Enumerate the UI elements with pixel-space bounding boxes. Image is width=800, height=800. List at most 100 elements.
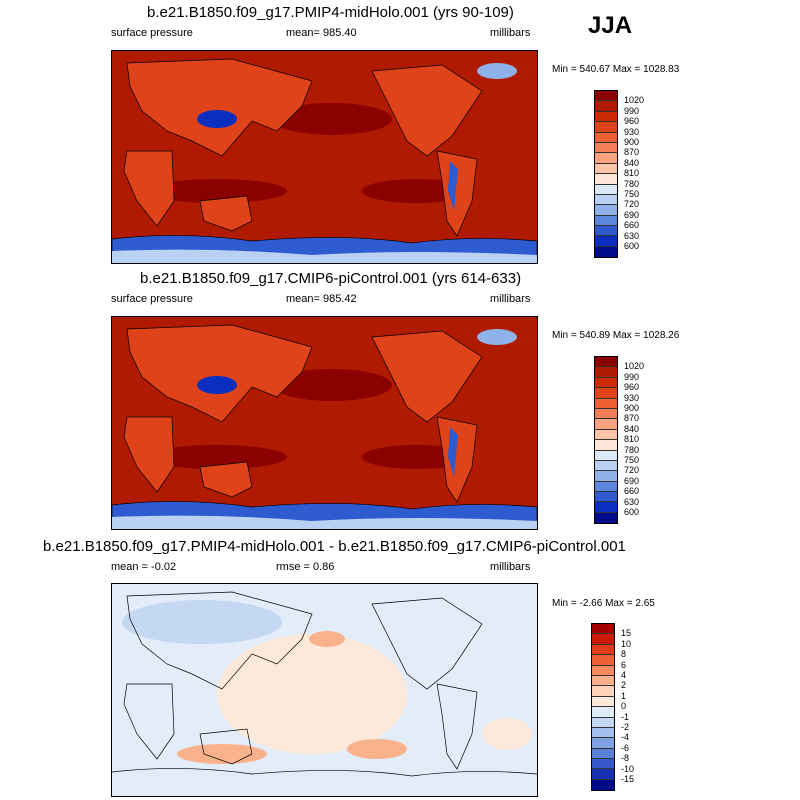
- colorbar-label: 4: [621, 670, 627, 680]
- colorbar-label: -2: [621, 722, 630, 732]
- colorbar-label: 630: [624, 230, 640, 241]
- colorbar-label: 870: [624, 147, 640, 158]
- colorbar-label: 720: [624, 199, 640, 210]
- colorbar-label: -1: [621, 711, 630, 722]
- greenland: [477, 329, 517, 345]
- panel-1-title: b.e21.B1850.f09_g17.PMIP4-midHolo.001 (y…: [147, 4, 514, 21]
- panel-1-colorbar: [594, 90, 618, 259]
- colorbar-box: [595, 153, 617, 164]
- positive-anomaly-core: [177, 744, 267, 764]
- colorbar-label: -10: [621, 763, 635, 774]
- tibetan-plateau: [197, 376, 237, 394]
- positive-anomaly: [217, 634, 407, 754]
- colorbar-box: [592, 769, 614, 780]
- colorbar-box: [595, 492, 617, 503]
- eurasia-africa-land: [126, 58, 313, 157]
- colorbar-label: 15: [621, 628, 632, 639]
- colorbar-box: [595, 388, 617, 399]
- colorbar-box: [592, 696, 614, 708]
- sh-high-pressure: [147, 179, 287, 203]
- panel-2-mean: mean= 985.42: [286, 293, 357, 305]
- panel-3-map: [111, 583, 538, 797]
- colorbar-label: 0: [621, 701, 627, 712]
- colorbar-box: [592, 624, 614, 635]
- colorbar-box: [592, 759, 614, 770]
- colorbar-box: [595, 101, 617, 112]
- colorbar-box: [595, 205, 617, 216]
- colorbar-label: 900: [624, 403, 640, 413]
- panel-2-units: millibars: [490, 293, 531, 305]
- colorbar-box: [592, 665, 614, 676]
- colorbar-label: 750: [624, 189, 640, 199]
- colorbar-label: 690: [624, 209, 640, 220]
- colorbar-box: [595, 111, 617, 123]
- colorbar-label: 660: [624, 486, 640, 497]
- colorbar-box: [592, 779, 614, 791]
- africa-coastline: [123, 683, 175, 760]
- panel-1-variable: surface pressure: [111, 27, 193, 39]
- colorbar-box: [592, 717, 614, 728]
- panel-3-map-svg: [112, 584, 537, 796]
- panel-2-minmax: Min = 540.89 Max = 1028.26: [552, 330, 680, 341]
- colorbar-label: -6: [621, 742, 630, 753]
- colorbar-box: [595, 377, 617, 389]
- colorbar-label: 780: [624, 178, 640, 189]
- colorbar-label: 720: [624, 465, 640, 476]
- positive-anomaly-core: [347, 739, 407, 759]
- colorbar-box: [595, 174, 617, 185]
- panel-2-colorbar: [594, 356, 618, 525]
- colorbar-box: [595, 419, 617, 430]
- colorbar-label: 6: [621, 659, 627, 670]
- panel-1-mean: mean= 985.40: [286, 27, 357, 39]
- colorbar-label: 600: [624, 507, 640, 517]
- colorbar-box: [592, 675, 614, 687]
- colorbar-label: -4: [621, 732, 630, 743]
- colorbar-box: [592, 707, 614, 718]
- colorbar-label: 840: [624, 423, 640, 434]
- colorbar-label: 2: [621, 680, 627, 691]
- colorbar-label: 600: [624, 241, 640, 251]
- colorbar-box: [595, 142, 617, 154]
- colorbar-box: [592, 644, 614, 656]
- north-america-land: [371, 330, 483, 423]
- panel-3-colorbar: [591, 623, 615, 792]
- colorbar-box: [595, 512, 617, 524]
- antarctica-coastline: [112, 768, 537, 777]
- colorbar-box: [595, 163, 617, 175]
- colorbar-label: -8: [621, 753, 630, 764]
- colorbar-label: 930: [624, 392, 640, 403]
- nh-high-pressure: [272, 369, 392, 401]
- eurasia-coastline: [126, 591, 313, 690]
- australia-land: [199, 461, 253, 498]
- panel-3-units: millibars: [490, 561, 531, 573]
- colorbar-box: [595, 246, 617, 258]
- colorbar-label: 8: [621, 649, 627, 660]
- colorbar-label: 900: [624, 137, 640, 147]
- colorbar-box: [595, 132, 617, 143]
- colorbar-label: 690: [624, 475, 640, 486]
- south-america-coastline: [436, 683, 478, 770]
- colorbar-box: [592, 655, 614, 666]
- colorbar-box: [595, 450, 617, 461]
- colorbar-box: [595, 226, 617, 237]
- colorbar-label: 750: [624, 455, 640, 465]
- colorbar-label: 1020: [624, 361, 645, 372]
- colorbar-box: [595, 502, 617, 513]
- colorbar-label: 780: [624, 444, 640, 455]
- colorbar-box: [595, 194, 617, 206]
- colorbar-box: [595, 367, 617, 378]
- panel-2-title: b.e21.B1850.f09_g17.CMIP6-piControl.001 …: [140, 270, 522, 287]
- tibetan-plateau: [197, 110, 237, 128]
- colorbar-box: [595, 460, 617, 472]
- north-america-land: [371, 64, 483, 157]
- colorbar-label: -15: [621, 774, 635, 784]
- panel-1-map: [111, 50, 538, 264]
- positive-anomaly-core: [309, 631, 345, 647]
- colorbar-label: 960: [624, 116, 640, 127]
- colorbar-label: 810: [624, 168, 640, 179]
- panel-1-map-svg: [112, 51, 537, 263]
- greenland: [477, 63, 517, 79]
- antarctica-interior: [112, 515, 537, 529]
- colorbar-box: [595, 440, 617, 451]
- colorbar-label: 810: [624, 434, 640, 445]
